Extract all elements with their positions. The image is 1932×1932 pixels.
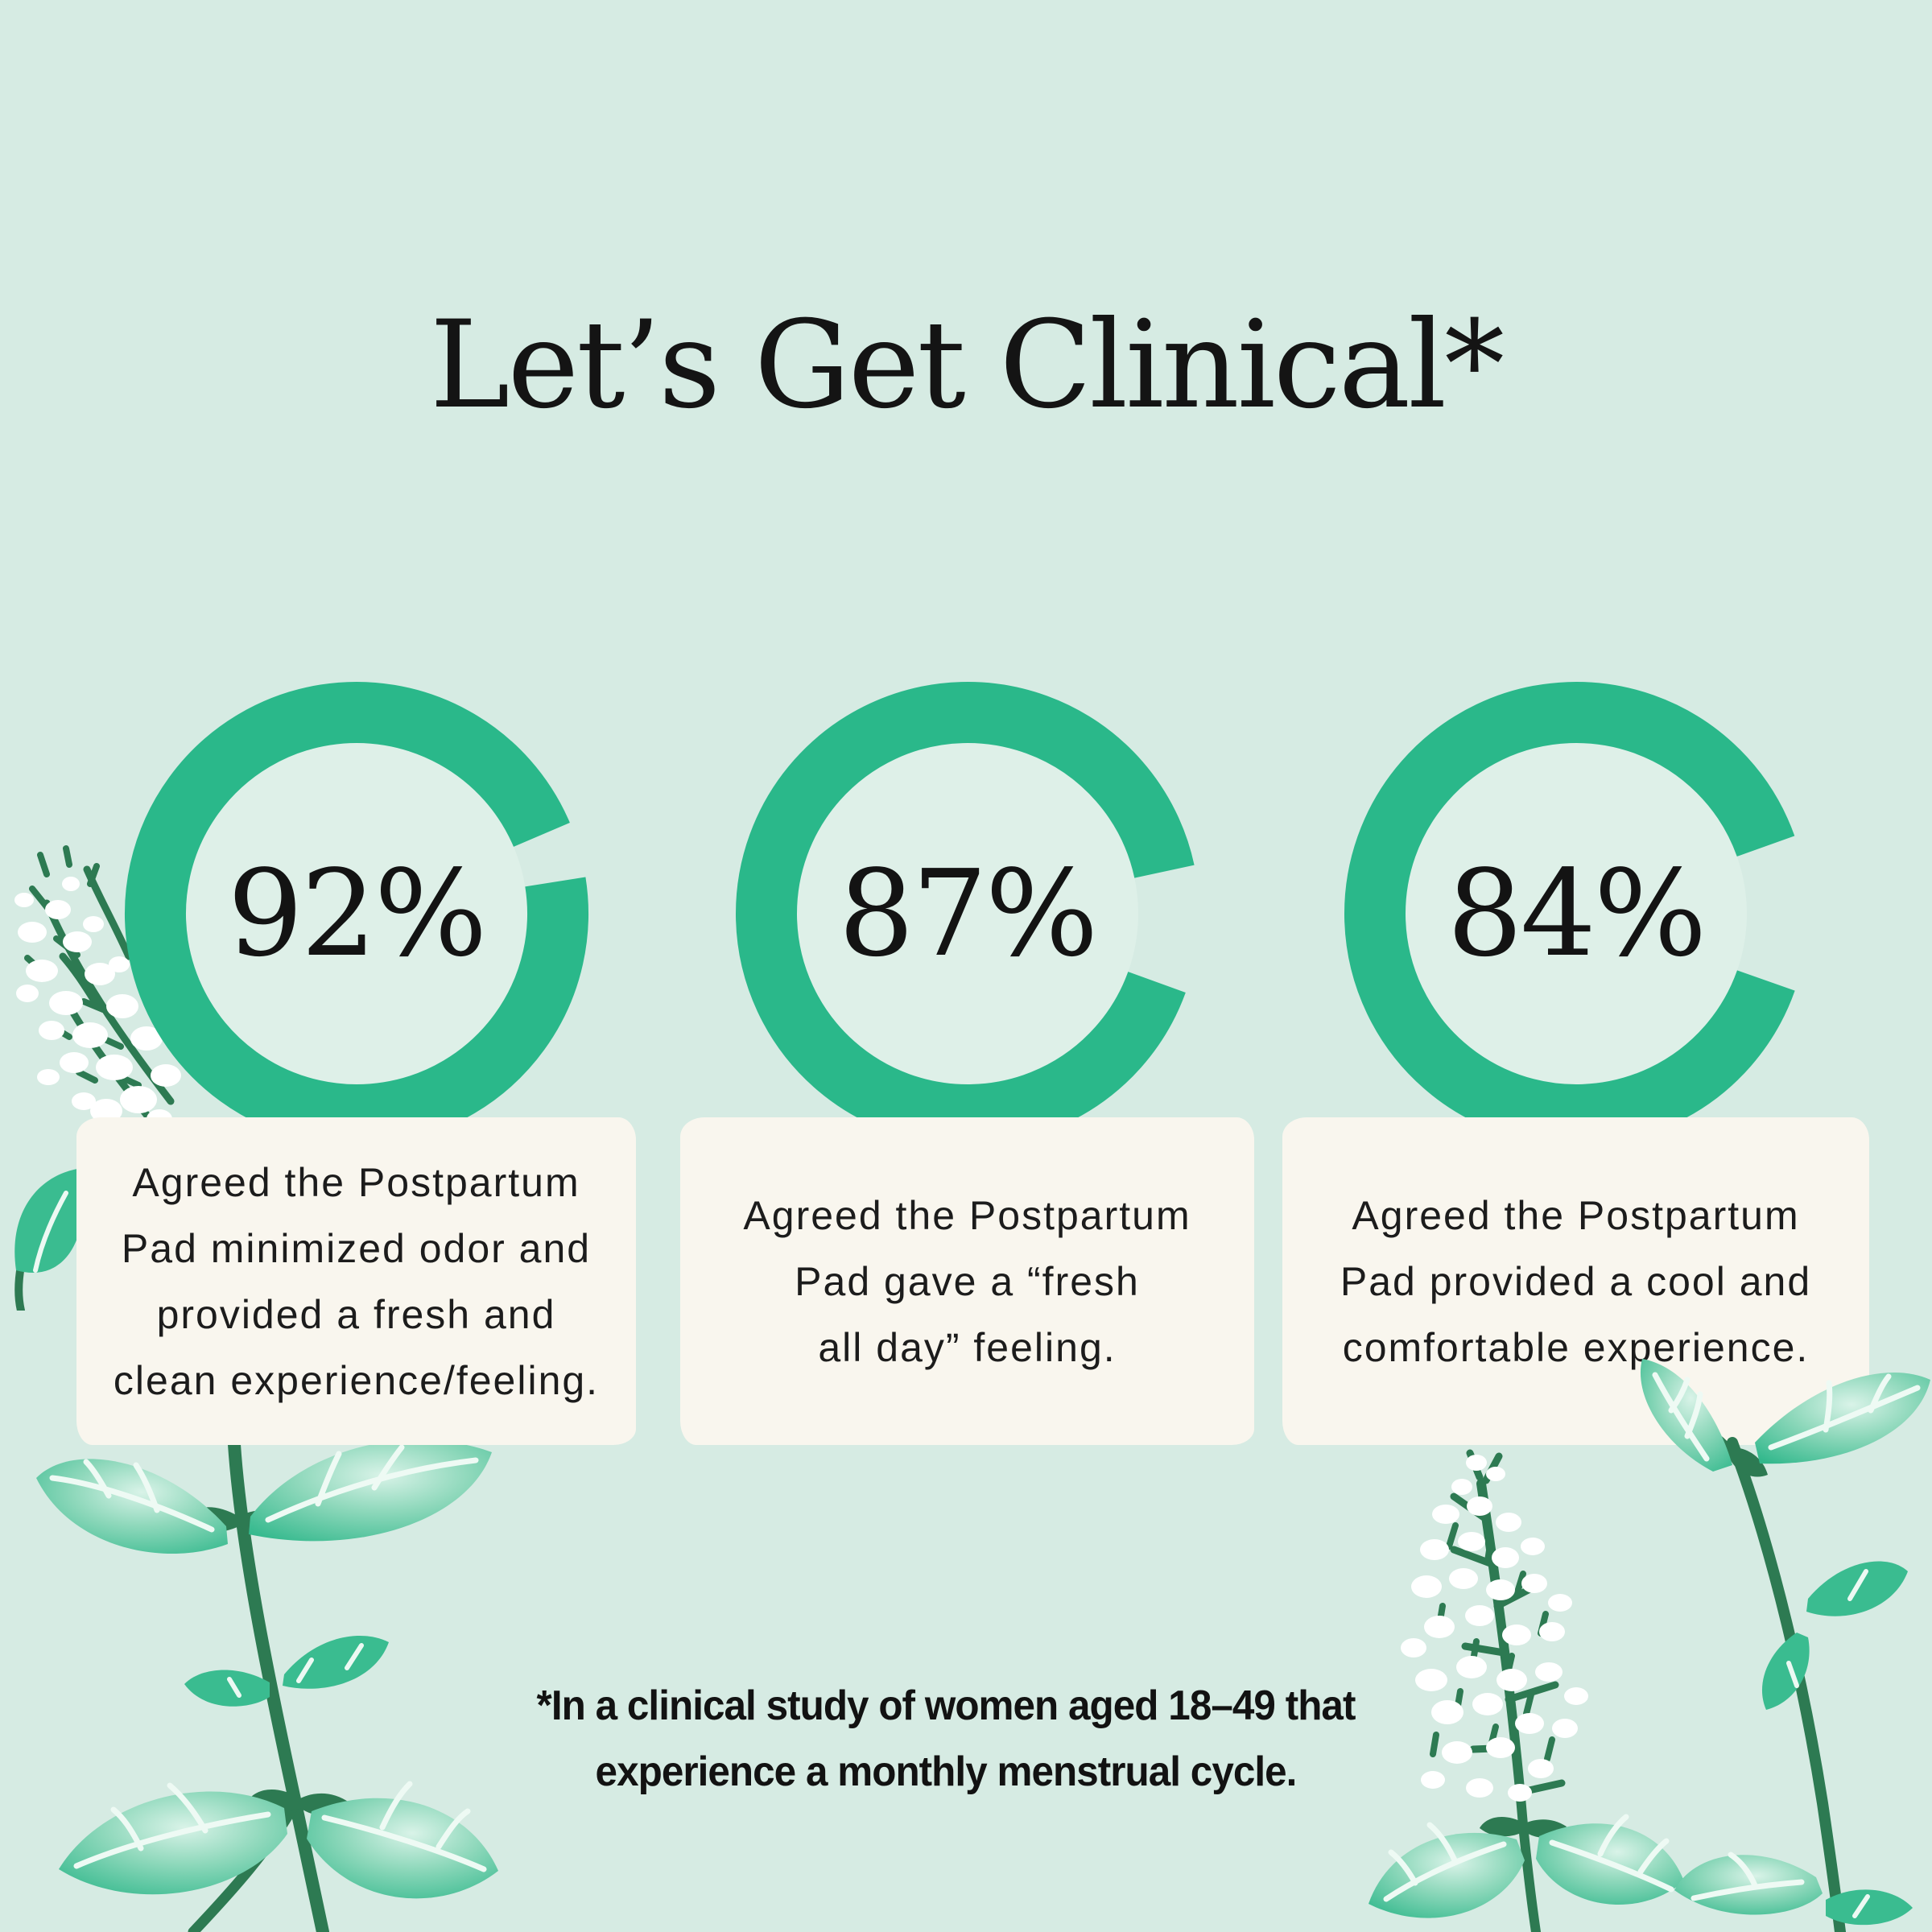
branch-leaves	[1640, 1359, 1930, 1926]
stat-description-card: Agreed the Postpartum Pad minimized odor…	[76, 1117, 636, 1445]
donut-chart-87: 87%	[734, 680, 1201, 1147]
footnote: *In a clinical study of women aged 18–49…	[334, 1673, 1558, 1805]
stat-column-84: 84% Agreed the Postpartum Pad provided a…	[1282, 680, 1869, 1453]
stat-value: 92%	[227, 844, 488, 983]
stat-description-line: Agreed the Postpartum	[132, 1159, 580, 1205]
page-title: Let’s Get Clinical*	[429, 295, 1505, 436]
stat-description-line: provided a fresh and	[156, 1291, 556, 1337]
flower-spray-leaf	[14, 1169, 85, 1273]
mint-flower-spike-illustration	[1368, 1449, 1684, 1932]
stat-description-card: Agreed the Postpartum Pad gave a “fresh …	[680, 1117, 1254, 1445]
mint-branch-bottom-right-illustration	[1640, 1359, 1930, 1932]
footnote-line: *In a clinical study of women aged 18–49…	[536, 1682, 1356, 1729]
donut-chart-92: 92%	[123, 680, 590, 1147]
stat-description-line: Agreed the Postpartum	[1352, 1192, 1800, 1238]
stat-column-92: 92% Agreed the Postpartum Pad minimized …	[76, 680, 636, 1453]
stat-description-line: Pad gave a “fresh	[795, 1258, 1140, 1304]
stat-description-line: Pad provided a cool and	[1340, 1258, 1812, 1304]
donut-chart-84: 84%	[1343, 680, 1810, 1147]
branch-stem	[1686, 1426, 1846, 1932]
stat-description-line: all day” feeling.	[818, 1324, 1117, 1370]
mint-flower-spray-illustration	[14, 845, 181, 1311]
mint-plant-bottom-left-illustration	[36, 1426, 498, 1932]
stat-column-87: 87% Agreed the Postpartum Pad gave a “fr…	[680, 680, 1254, 1453]
footnote-line: experience a monthly menstrual cycle.	[595, 1748, 1298, 1795]
stat-description-line: Pad minimized odor and	[121, 1225, 592, 1271]
flower-spike-blossoms	[1401, 1455, 1588, 1802]
flower-spray-blossoms	[14, 877, 181, 1149]
stat-description-line: clean experience/feeling.	[113, 1357, 600, 1403]
stat-value: 87%	[838, 844, 1099, 983]
stat-description-line: Agreed the Postpartum	[743, 1192, 1191, 1238]
mint-plant-leaves	[36, 1439, 498, 1899]
stat-description-card: Agreed the Postpartum Pad provided a coo…	[1282, 1117, 1869, 1445]
stat-value: 84%	[1447, 844, 1707, 983]
stat-description-line: comfortable experience.	[1342, 1324, 1810, 1370]
flower-spike-leaves	[1368, 1814, 1684, 1918]
